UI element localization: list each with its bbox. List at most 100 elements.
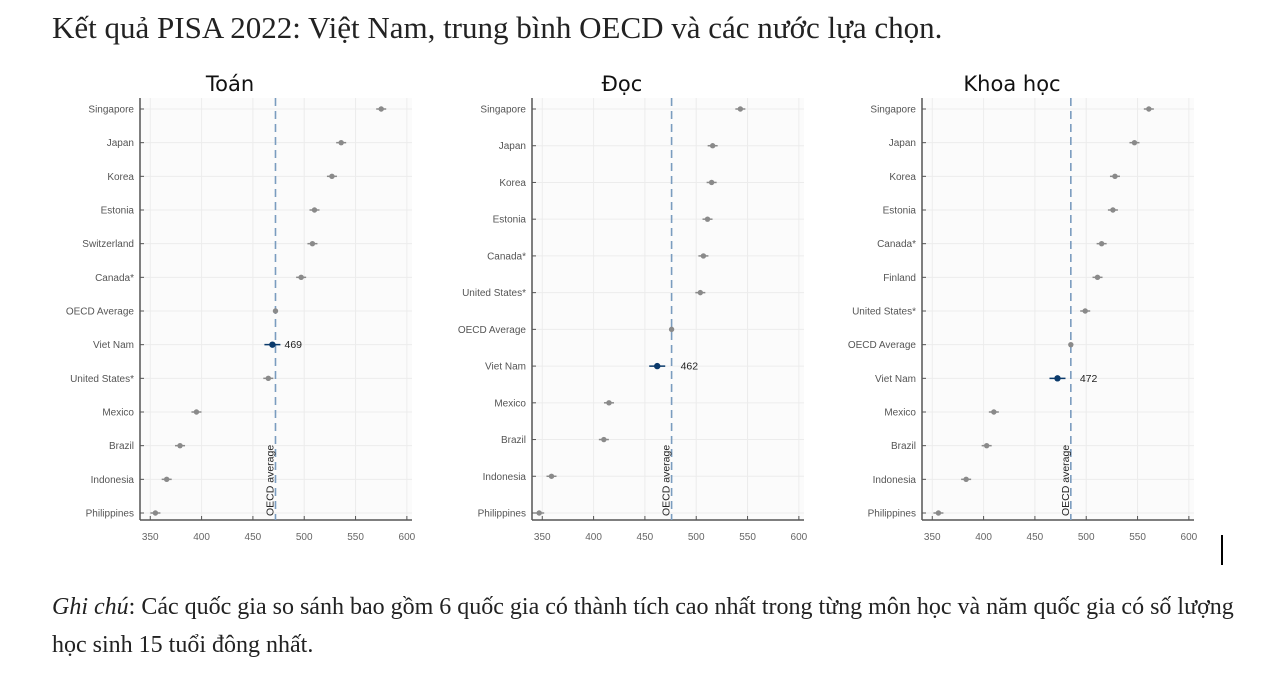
category-label: United States* (852, 307, 916, 318)
data-point (1082, 308, 1088, 314)
oecd-average-label: OECD average (1060, 445, 1072, 516)
category-label: Viet Nam (875, 374, 916, 385)
category-label: Brazil (891, 441, 916, 452)
science-dot-plot: 350 400 450 500 550 600 Singapore Japan Korea Est… (848, 98, 1198, 543)
viet-nam-score-label: 472 (1080, 373, 1098, 385)
oecd-average-label: OECD average (661, 445, 673, 516)
category-label: OECD Average (458, 325, 527, 336)
chart-title-reading: Đọc (601, 72, 643, 96)
category-label: Philippines (868, 509, 916, 520)
category-label: Estonia (101, 206, 135, 217)
category-label: Mexico (494, 398, 526, 409)
x-tick-label: 350 (924, 532, 941, 543)
x-tick-label: 450 (245, 532, 262, 543)
data-point (1112, 173, 1118, 180)
x-tick-label: 400 (193, 532, 210, 543)
category-label: Philippines (86, 509, 134, 520)
category-label: United States* (70, 374, 134, 385)
data-point (1146, 106, 1152, 112)
category-label: Indonesia (483, 472, 527, 483)
chart-panel-math: Toán 350 400 450 500 550 600 Singapore Japan Kor… (40, 68, 420, 558)
page-title: Kết quả PISA 2022: Việt Nam, trung bình … (52, 10, 943, 45)
data-point (1098, 240, 1105, 247)
viet-nam-point (269, 341, 276, 348)
data-point (1094, 274, 1101, 281)
x-tick-label: 600 (1181, 532, 1198, 543)
category-label: Canada* (487, 251, 526, 262)
category-label: Brazil (501, 435, 526, 446)
x-tick-label: 550 (347, 532, 364, 543)
data-point (309, 240, 316, 247)
data-point (378, 106, 384, 112)
category-label: Canada* (95, 273, 134, 284)
category-label: Finland (883, 273, 916, 284)
category-label: Estonia (493, 215, 527, 226)
category-label: Japan (107, 138, 134, 149)
data-point (272, 308, 279, 314)
data-point (338, 139, 344, 146)
caption-label: Ghi chú (52, 594, 129, 620)
x-tick-label: 500 (296, 532, 313, 543)
data-point (298, 274, 304, 281)
x-tick-label: 550 (1129, 532, 1146, 543)
category-label: Estonia (883, 206, 917, 217)
data-point (536, 510, 542, 516)
category-label: Indonesia (873, 475, 917, 486)
category-label: Switzerland (82, 239, 134, 250)
chart-title-science: Khoa học (963, 72, 1061, 96)
data-point (963, 476, 969, 483)
x-tick-label: 450 (637, 532, 654, 543)
category-label: Japan (889, 138, 916, 149)
data-point (700, 253, 707, 259)
category-label: Philippines (478, 509, 526, 520)
category-label: Mexico (884, 408, 916, 419)
chart-panel-science: Khoa học 350 400 450 500 550 600 Singapore Japa… (822, 68, 1202, 558)
category-label: Singapore (870, 105, 916, 116)
math-dot-plot: 350 400 450 500 550 600 Singapore Japan Korea Est… (66, 98, 416, 543)
data-point (329, 173, 335, 180)
data-point (606, 400, 612, 406)
x-tick-label: 600 (399, 532, 416, 543)
viet-nam-point (654, 362, 661, 370)
x-tick-label: 550 (739, 532, 756, 543)
data-point (163, 476, 170, 483)
plot-area (922, 98, 1194, 520)
x-tick-label: 350 (142, 532, 159, 543)
data-point (697, 289, 704, 296)
data-point (1068, 341, 1074, 348)
data-point (708, 179, 715, 186)
data-point (601, 436, 607, 443)
category-label: Viet Nam (485, 362, 526, 373)
data-point (983, 442, 990, 449)
x-tick-label: 500 (1078, 532, 1095, 543)
data-point (935, 510, 942, 516)
x-tick-label: 450 (1027, 532, 1044, 543)
category-label: Korea (499, 178, 526, 189)
category-label: Korea (107, 172, 134, 183)
data-point (704, 216, 711, 222)
viet-nam-point (1054, 375, 1061, 382)
chart-caption: Ghi chú: Các quốc gia so sánh bao gồm 6 … (52, 588, 1252, 664)
category-label: OECD Average (66, 307, 135, 318)
viet-nam-score-label: 462 (681, 361, 699, 373)
caption-text: : Các quốc gia so sánh bao gồm 6 quốc gi… (52, 594, 1234, 658)
category-label: Viet Nam (93, 340, 134, 351)
reading-dot-plot: 350 400 450 500 550 600 Singapore Japan Korea Est… (458, 98, 808, 543)
category-label: OECD Average (848, 340, 917, 351)
oecd-average-label: OECD average (264, 445, 276, 516)
category-label: United States* (462, 288, 526, 299)
data-point (1131, 139, 1138, 146)
data-point (311, 207, 318, 213)
chart-title-math: Toán (205, 72, 255, 96)
data-point (1110, 207, 1116, 213)
category-label: Korea (889, 172, 916, 183)
plot-area (532, 98, 804, 520)
data-point (737, 106, 744, 112)
data-point (991, 409, 997, 415)
category-label: Brazil (109, 441, 134, 452)
x-tick-label: 500 (688, 532, 705, 543)
category-label: Indonesia (91, 475, 135, 486)
data-point (265, 375, 272, 382)
data-point (709, 143, 716, 149)
x-tick-label: 600 (791, 532, 808, 543)
